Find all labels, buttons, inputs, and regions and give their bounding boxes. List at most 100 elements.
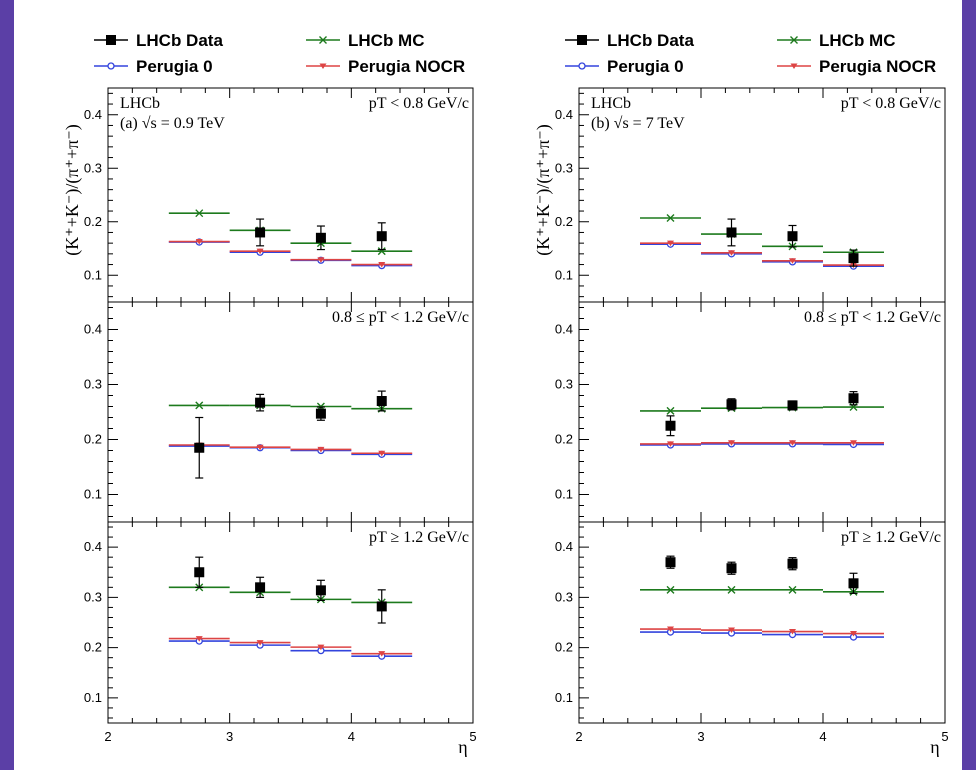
series-perugia-nocr <box>168 636 413 657</box>
pt-range-label: pT ≥ 1.2 GeV/c <box>369 529 469 546</box>
x-tick-label: 4 <box>819 729 826 744</box>
data-point <box>195 636 203 642</box>
series-lhcb-data <box>665 555 859 594</box>
legend-label: Perugia NOCR <box>819 57 936 76</box>
legend-item: Perugia 0 <box>94 57 213 76</box>
data-point <box>376 601 387 612</box>
figure-canvas: LHCb Data LHCb MC Perugia 0 Perugia NOCR LHC… <box>14 0 962 770</box>
legend-right: LHCb Data LHCb MC Perugia 0 Perugia NOCR <box>565 31 936 76</box>
y-tick-label: 0.2 <box>84 214 102 229</box>
data-point <box>256 444 264 451</box>
legend-label: Perugia NOCR <box>348 57 465 76</box>
data-point <box>848 393 859 404</box>
y-tick-label: 0.1 <box>84 267 102 282</box>
y-tick-label: 0.4 <box>555 322 573 337</box>
pt-range-label: 0.8 ≤ pT < 1.2 GeV/c <box>332 309 469 326</box>
legend-label: Perugia 0 <box>136 57 213 76</box>
data-point <box>317 644 325 651</box>
legend-label: LHCb Data <box>607 31 694 50</box>
data-point <box>665 420 676 431</box>
y-tick-label: 0.4 <box>84 107 102 122</box>
data-point <box>195 239 203 245</box>
data-point <box>726 563 737 574</box>
data-point <box>255 397 266 408</box>
y-tick-label: 0.2 <box>555 640 573 655</box>
x-axis-title: η <box>930 737 939 757</box>
x-tick-label: 2 <box>575 729 582 744</box>
legend-item: Perugia NOCR <box>777 57 936 76</box>
data-point <box>376 231 387 242</box>
y-tick-label: 0.4 <box>555 107 573 122</box>
data-point <box>787 231 798 242</box>
y-tick-label: 0.3 <box>555 160 573 175</box>
data-point <box>667 240 674 247</box>
legend-marker-open-circle <box>578 62 586 70</box>
x-tick-label: 5 <box>469 729 476 744</box>
data-point <box>787 558 798 569</box>
pt-range-label: pT < 0.8 GeV/c <box>841 95 941 112</box>
data-point <box>789 440 796 446</box>
data-point <box>376 396 387 406</box>
y-tick-label: 0.1 <box>84 487 102 502</box>
experiment-label: LHCb <box>120 95 160 112</box>
legend-marker-triangle-down <box>790 63 798 69</box>
series-lhcb-mc <box>640 214 884 257</box>
panel-frame <box>578 521 946 724</box>
series-lhcb-data <box>665 391 859 437</box>
legend-item: LHCb MC <box>777 31 895 50</box>
y-tick-label: 0.3 <box>84 377 102 392</box>
data-point <box>728 440 735 446</box>
legend-label: LHCb Data <box>136 31 223 50</box>
legend-item: LHCb Data <box>565 31 694 50</box>
data-point <box>256 248 264 255</box>
panel-frame <box>578 301 946 523</box>
series-perugia-nocr <box>640 240 884 269</box>
data-point <box>789 258 796 264</box>
data-point <box>848 578 859 589</box>
data-point <box>728 627 735 634</box>
data-point <box>194 567 205 578</box>
panel-frame <box>107 521 474 724</box>
panel-left-1: 0.1 0.2 0.3 0.4 pT < 0.8 GeV/c LHCb (a) √s = 0… <box>84 87 474 303</box>
data-point <box>666 214 675 222</box>
panel-left-3: 0.1 0.2 0.3 0.4 pT ≥ 1.2 GeV/c <box>84 521 474 724</box>
y-axis-title: (K⁺+K⁻)/(π⁺+π⁻) <box>533 124 554 255</box>
data-point <box>665 557 676 568</box>
data-point <box>378 450 386 457</box>
y-tick-label: 0.1 <box>555 487 573 502</box>
legend-item: Perugia NOCR <box>306 57 465 76</box>
data-point <box>317 257 325 263</box>
data-point <box>789 629 796 635</box>
data-point <box>667 626 674 633</box>
legend-label: LHCb MC <box>819 31 895 50</box>
y-tick-label: 0.3 <box>84 589 102 604</box>
data-point <box>726 227 737 238</box>
y-tick-label: 0.3 <box>555 377 573 392</box>
chart-right: 0.1 0.2 0.3 0.4 pT < 0.8 GeV/c LHCb (b) √s = 7… <box>533 87 949 757</box>
data-point <box>850 631 857 637</box>
legend-left: LHCb Data LHCb MC Perugia 0 Perugia NOCR <box>94 31 465 76</box>
legend-label: Perugia 0 <box>607 57 684 76</box>
series-lhcb-mc <box>168 401 413 413</box>
data-point <box>787 400 798 411</box>
legend-marker-x <box>319 36 327 44</box>
series-perugia-0 <box>168 637 413 660</box>
x-tick-label: 3 <box>697 729 704 744</box>
x-tick-label: 5 <box>941 729 948 744</box>
y-tick-label: 0.4 <box>84 539 102 554</box>
pt-range-label: pT ≥ 1.2 GeV/c <box>841 529 941 546</box>
data-point <box>666 406 675 415</box>
experiment-label: LHCb <box>591 95 631 112</box>
y-tick-label: 0.4 <box>555 539 573 554</box>
y-tick-label: 0.4 <box>84 322 102 337</box>
data-point <box>848 253 859 264</box>
y-tick-label: 0.2 <box>555 432 573 447</box>
legend-marker-x <box>790 36 798 44</box>
series-lhcb-data <box>255 218 387 251</box>
data-point <box>255 582 266 593</box>
series-lhcb-mc <box>640 403 884 415</box>
data-point <box>195 401 204 410</box>
data-point <box>378 262 386 268</box>
data-point <box>788 585 797 594</box>
panel-right-2: 0.1 0.2 0.3 0.4 0.8 ≤ pT < 1.2 GeV/c <box>555 301 946 523</box>
